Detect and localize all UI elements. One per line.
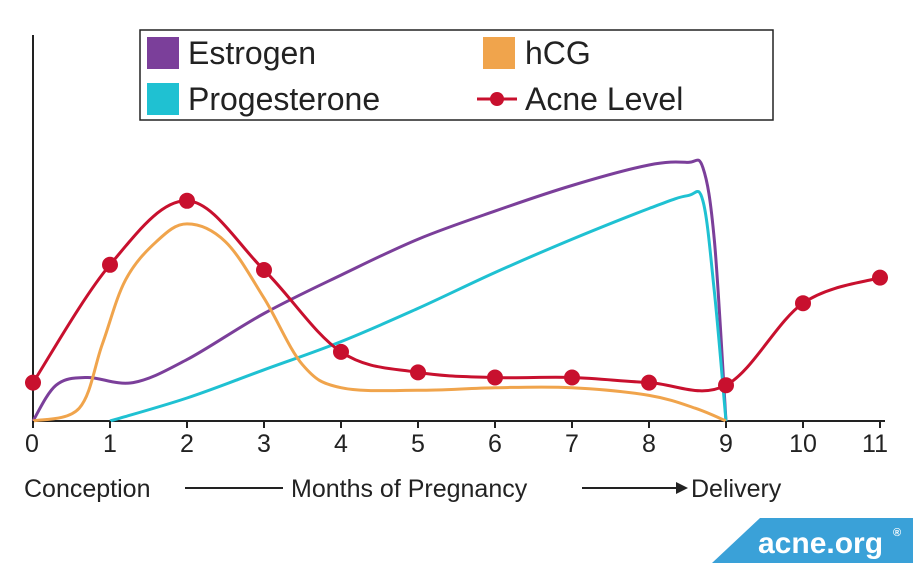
acne-point-10 — [795, 295, 811, 312]
acne-point-3 — [256, 262, 272, 278]
acne-point-5 — [410, 364, 426, 381]
brand-logo: acne.org ® — [712, 518, 913, 563]
annotation-conception: Conception — [24, 475, 150, 503]
legend-label-progesterone: Progesterone — [188, 81, 380, 117]
series-line-estrogen — [31, 158, 728, 422]
legend-swatch-hcg — [483, 37, 515, 69]
x-tick-label-0: 0 — [25, 430, 39, 458]
series-line-progesterone — [109, 190, 728, 423]
acne-point-7 — [564, 369, 580, 386]
axis-annotation: Conception Months of Pregnancy Delivery — [24, 475, 782, 503]
x-tick-label-7: 7 — [565, 430, 579, 458]
legend-swatch-estrogen — [147, 37, 179, 69]
annotation-delivery: Delivery — [691, 475, 782, 503]
acne-point-8 — [641, 374, 657, 391]
x-tick-label-5: 5 — [411, 430, 425, 458]
tick-layer: 0 1 2 3 4 5 6 7 8 9 10 11 — [25, 421, 888, 458]
x-tick-label-11: 11 — [862, 430, 888, 458]
series-line-hcg — [32, 222, 727, 423]
legend-label-estrogen: Estrogen — [188, 35, 316, 71]
x-tick-label-3: 3 — [257, 430, 271, 458]
x-tick-label-1: 1 — [103, 430, 117, 458]
legend-marker-acne — [490, 92, 504, 106]
marker-layer — [25, 192, 888, 394]
x-tick-label-8: 8 — [642, 430, 656, 458]
acne-point-9 — [718, 377, 734, 394]
x-tick-label-4: 4 — [334, 430, 348, 458]
acne-point-0 — [25, 374, 41, 391]
series-line-acne-level — [31, 199, 881, 393]
acne-point-1 — [102, 256, 118, 273]
legend: Estrogen hCG Progesterone Acne Level — [139, 29, 774, 121]
x-tick-label-10: 10 — [789, 430, 817, 458]
arrow-head-icon — [676, 482, 688, 494]
series-layer — [31, 158, 881, 423]
x-tick-label-2: 2 — [180, 430, 194, 458]
brand-text: acne.org — [758, 527, 883, 560]
x-tick-label-9: 9 — [719, 430, 733, 458]
brand-banner — [712, 518, 913, 563]
x-tick-label-6: 6 — [488, 430, 502, 458]
acne-point-2 — [179, 192, 195, 209]
legend-label-hcg: hCG — [525, 35, 591, 71]
legend-box — [139, 29, 774, 121]
acne-point-4 — [333, 343, 349, 360]
legend-label-acne: Acne Level — [525, 81, 683, 117]
annotation-months: Months of Pregnancy — [291, 475, 528, 503]
acne-point-6 — [487, 369, 503, 386]
legend-swatch-progesterone — [147, 83, 179, 115]
brand-registered-mark: ® — [893, 527, 901, 539]
acne-point-11 — [872, 269, 888, 286]
